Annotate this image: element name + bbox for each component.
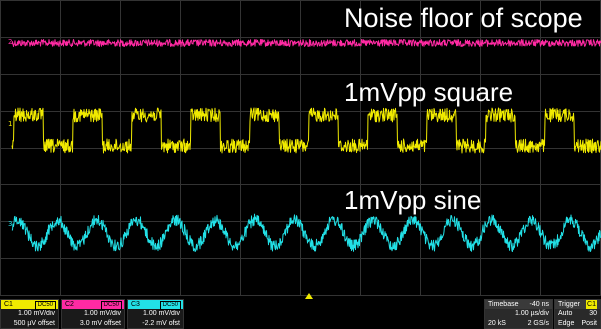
channel-2-id: C2 [65, 301, 74, 308]
square-wave-trace [11, 107, 601, 154]
channel-3-marker[interactable]: 3 [8, 220, 13, 228]
traces [11, 39, 601, 252]
channel-3-vdiv: 1.00 mV/div [143, 310, 180, 317]
noise-floor-label: Noise floor of scope [344, 3, 583, 33]
status-bar: C1 DC50 1.00 mV/div 500 µV offset C2 DC5… [0, 299, 601, 329]
trigger-label: Trigger [558, 301, 580, 308]
channel-1-descriptor[interactable]: C1 DC50 1.00 mV/div 500 µV offset [0, 299, 59, 329]
trigger-channel-badge: C1 [586, 300, 597, 309]
channel-1-id: C1 [4, 301, 13, 308]
trigger-descriptor[interactable]: Trigger C1 Auto 30 Edge Posit [554, 299, 601, 329]
sine-wave-trace [11, 213, 601, 252]
channel-3-coupling-badge: DC50 [159, 301, 181, 310]
sine-wave-label: 1mVpp sine [344, 185, 482, 215]
trigger-mode: Auto [558, 310, 573, 317]
channel-2-offset: 3.0 mV offset [79, 320, 121, 327]
noise-floor-trace [11, 39, 601, 47]
channel-2-marker[interactable]: 2 [8, 38, 13, 46]
trigger-level: 30 [589, 310, 597, 317]
timebase-rate: 2 GS/s [527, 320, 549, 327]
channel-2-coupling-badge: DC50 [100, 301, 122, 310]
channel-3-descriptor[interactable]: C3 DC50 1.00 mV/div -2.2 mV ofst [127, 299, 184, 329]
graticule [0, 0, 601, 296]
square-wave-label: 1mVpp square [344, 77, 514, 107]
channel-1-marker[interactable]: 1 [8, 120, 13, 128]
trigger-slope: Posit [581, 320, 597, 327]
timebase-delay: -40 ns [529, 301, 549, 308]
timebase-samples: 20 kS [488, 320, 506, 327]
waveform-canvas [0, 0, 601, 296]
channel-2-vdiv: 1.00 mV/div [84, 310, 121, 317]
channel-3-id: C3 [131, 301, 140, 308]
channel-1-vdiv: 1.00 mV/div [18, 310, 55, 317]
timebase-tdiv: 1.00 µs/div [515, 310, 549, 317]
channel-1-coupling-badge: DC50 [34, 301, 56, 310]
channel-3-offset: -2.2 mV ofst [142, 320, 180, 327]
timebase-descriptor[interactable]: Timebase -40 ns 1.00 µs/div 20 kS 2 GS/s [484, 299, 553, 329]
channel-2-descriptor[interactable]: C2 DC50 1.00 mV/div 3.0 mV offset [61, 299, 125, 329]
timebase-label: Timebase [488, 301, 519, 308]
waveform-grid[interactable]: Noise floor of scope 1mVpp square 1mVpp … [0, 0, 601, 299]
trigger-position-icon[interactable] [305, 293, 313, 299]
trigger-type: Edge [558, 320, 575, 327]
channel-1-offset: 500 µV offset [13, 320, 55, 327]
